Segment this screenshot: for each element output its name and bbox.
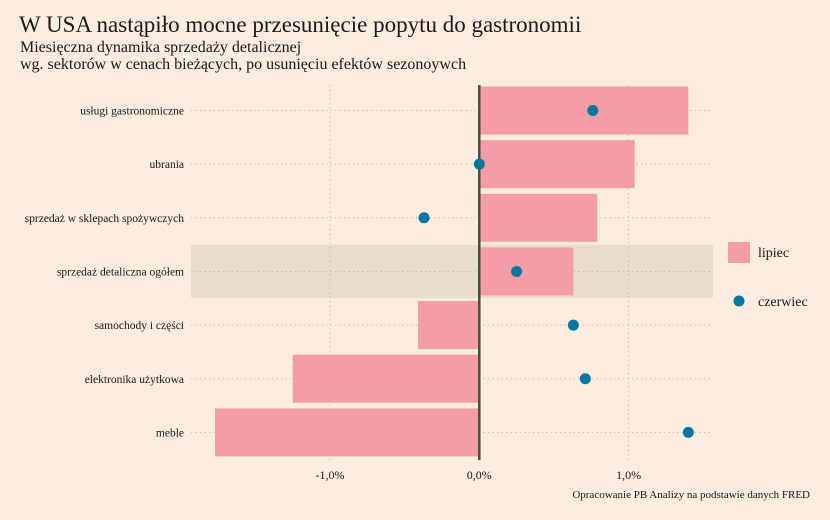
x-tick-label: 1,0%	[616, 468, 641, 482]
subtitle-line-1: Miesięczna dynamika sprzedaży detaliczne…	[20, 39, 302, 56]
source-caption: Opracowanie PB Analizy na podstawie dany…	[572, 489, 810, 501]
bars-lipiec	[215, 86, 689, 457]
legend: lipiec czerwiec	[728, 242, 808, 310]
legend-swatch-lipiec	[728, 242, 750, 263]
point-6	[682, 426, 694, 438]
x-axis-ticks: -1,0% 0,0% 1,0%	[316, 468, 642, 482]
bar-0	[479, 86, 689, 135]
chart-subtitle: Miesięczna dynamika sprzedaży detaliczne…	[20, 39, 466, 73]
category-label: elektronika użytkowa	[85, 374, 184, 386]
legend-label-czerwiec: czerwiec	[758, 295, 808, 310]
category-label: samochody i części	[95, 320, 184, 332]
point-3	[511, 265, 523, 277]
point-0	[587, 105, 599, 116]
bar-2	[479, 193, 598, 242]
category-label: ubrania	[150, 159, 184, 171]
category-labels: usługi gastronomiczne ubrania sprzedaż w s…	[25, 106, 185, 440]
subtitle-line-2: wg. sektorów w cenach bieżących, po usun…	[20, 56, 467, 73]
chart-title: W USA nastąpiło mocne przesunięcie popyt…	[19, 12, 582, 37]
category-label: sprzedaż detaliczna ogółem	[57, 266, 184, 278]
x-tick-label: -1,0%	[316, 468, 345, 482]
point-5	[579, 373, 591, 385]
legend-label-lipiec: lipiec	[758, 246, 789, 261]
category-label: meble	[156, 427, 184, 439]
points-czerwiec	[418, 105, 694, 438]
bar-6	[215, 408, 480, 457]
point-4	[567, 319, 579, 331]
legend-swatch-czerwiec	[733, 295, 745, 307]
bar-3	[479, 247, 574, 296]
category-label: usługi gastronomiczne	[80, 106, 184, 118]
bar-4	[418, 301, 480, 350]
x-tick-label: 0,0%	[467, 468, 492, 482]
bar-5	[292, 354, 480, 403]
bar-1	[479, 140, 635, 189]
point-2	[418, 212, 430, 224]
category-label: sprzedaż w sklepach spożywczych	[25, 213, 185, 225]
point-1	[473, 158, 485, 170]
